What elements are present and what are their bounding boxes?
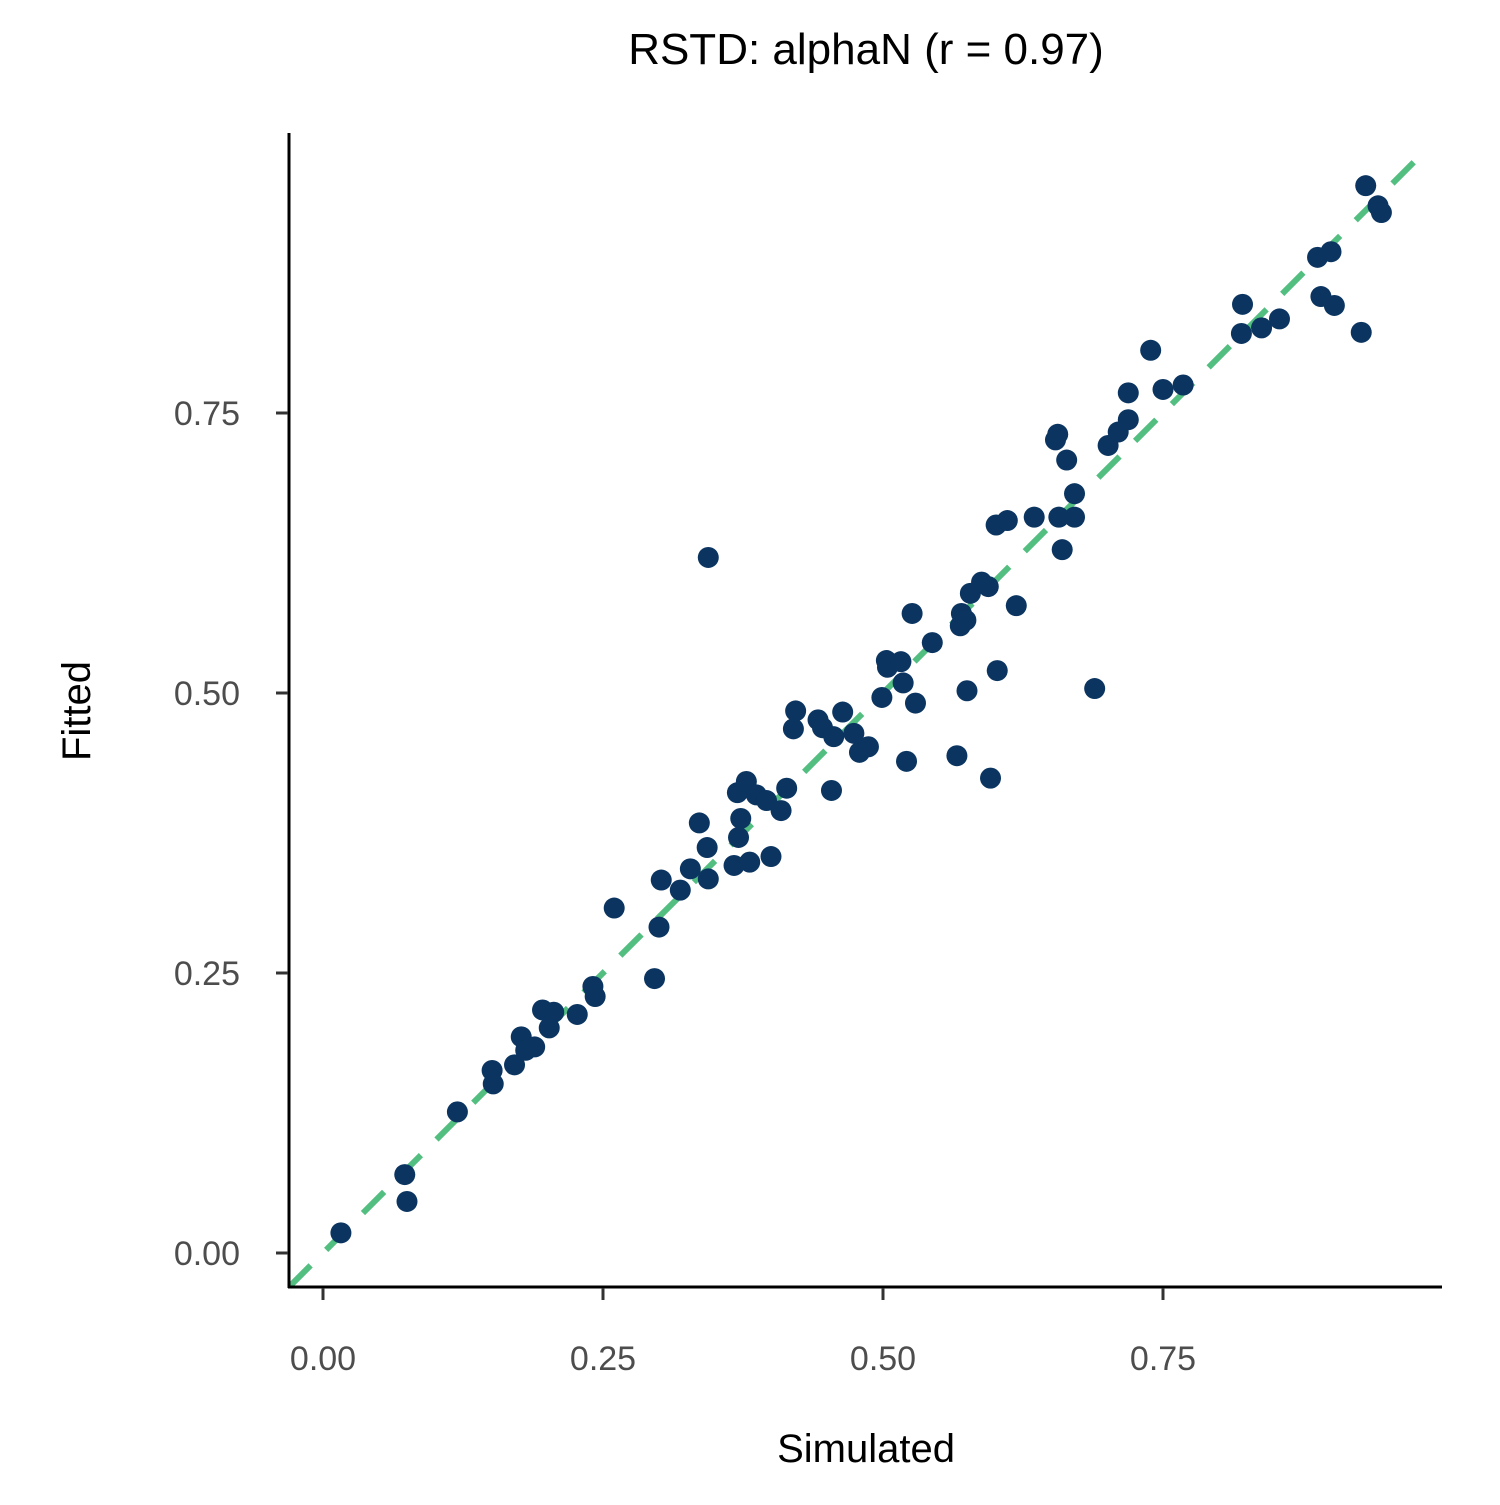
data-point xyxy=(679,858,701,880)
data-point xyxy=(1172,374,1194,396)
data-point xyxy=(697,868,719,890)
data-point xyxy=(946,745,968,767)
data-point xyxy=(697,546,719,568)
data-point xyxy=(921,632,943,654)
data-point xyxy=(482,1073,504,1095)
data-point xyxy=(1056,449,1078,471)
data-point xyxy=(770,800,792,822)
data-point xyxy=(820,779,842,801)
data-point xyxy=(650,869,672,891)
data-point xyxy=(843,722,865,744)
data-point xyxy=(955,609,977,631)
data-point xyxy=(1323,294,1345,316)
data-point xyxy=(396,1190,418,1212)
data-point xyxy=(1350,321,1372,343)
data-point xyxy=(1051,539,1073,561)
x-tick-label: 0.75 xyxy=(1130,1340,1196,1378)
data-point xyxy=(584,986,606,1008)
data-point xyxy=(1023,506,1045,528)
y-tick-label: 0.25 xyxy=(174,955,240,993)
data-point xyxy=(977,576,999,598)
data-point xyxy=(892,672,914,694)
y-axis-label: Fitted xyxy=(55,661,99,761)
data-point xyxy=(330,1222,352,1244)
data-point xyxy=(1064,506,1086,528)
data-point xyxy=(524,1036,546,1058)
data-point xyxy=(566,1003,588,1025)
data-point xyxy=(871,686,893,708)
data-point xyxy=(1117,382,1139,404)
identity-line xyxy=(287,147,1429,1289)
reference-line-layer xyxy=(287,147,1429,1289)
y-tick-label: 0.75 xyxy=(174,395,240,433)
x-tick-label: 0.25 xyxy=(570,1340,636,1378)
data-point xyxy=(901,602,923,624)
data-point xyxy=(785,700,807,722)
data-point xyxy=(1355,175,1377,197)
data-point xyxy=(648,916,670,938)
data-point xyxy=(394,1164,416,1186)
data-point xyxy=(904,692,926,714)
chart-title: RSTD: alphaN (r = 0.97) xyxy=(628,25,1104,74)
data-point xyxy=(446,1101,468,1123)
y-tick-label: 0.00 xyxy=(174,1235,240,1273)
data-point xyxy=(1152,378,1174,400)
data-point xyxy=(1064,483,1086,505)
data-point xyxy=(986,660,1008,682)
ticks-layer: 0.00 0.25 0.50 0.75 0.00 0.25 0.50 0.75 xyxy=(174,395,1196,1378)
data-point xyxy=(996,510,1018,532)
data-point xyxy=(782,718,804,740)
y-tick-label: 0.50 xyxy=(174,675,240,713)
data-point xyxy=(1117,409,1139,431)
data-point xyxy=(956,680,978,702)
data-point xyxy=(1048,506,1070,528)
data-point xyxy=(543,1001,565,1023)
data-point xyxy=(1232,293,1254,315)
data-point xyxy=(823,726,845,748)
data-point xyxy=(1005,595,1027,617)
data-point xyxy=(896,750,918,772)
data-point xyxy=(603,897,625,919)
data-point xyxy=(669,879,691,901)
data-point xyxy=(728,826,750,848)
data-point xyxy=(890,651,912,673)
data-point xyxy=(723,854,745,876)
x-tick-label: 0.50 xyxy=(850,1340,916,1378)
data-point xyxy=(504,1054,526,1076)
data-point xyxy=(1230,322,1252,344)
points-layer xyxy=(330,175,1392,1244)
data-point xyxy=(644,968,666,990)
data-point xyxy=(1320,241,1342,263)
data-point xyxy=(1140,339,1162,361)
data-point xyxy=(1370,202,1392,224)
data-point xyxy=(1084,678,1106,700)
data-point xyxy=(1268,308,1290,330)
data-point xyxy=(730,807,752,829)
data-point xyxy=(688,812,710,834)
data-point xyxy=(760,846,782,868)
data-point xyxy=(980,767,1002,789)
data-point xyxy=(739,851,761,873)
data-point xyxy=(832,701,854,723)
data-point xyxy=(776,777,798,799)
x-tick-label: 0.00 xyxy=(290,1340,356,1378)
data-point xyxy=(857,736,879,758)
x-axis-label: Simulated xyxy=(777,1427,955,1471)
data-point xyxy=(696,837,718,859)
data-point xyxy=(1047,423,1069,445)
data-point xyxy=(1251,317,1273,339)
